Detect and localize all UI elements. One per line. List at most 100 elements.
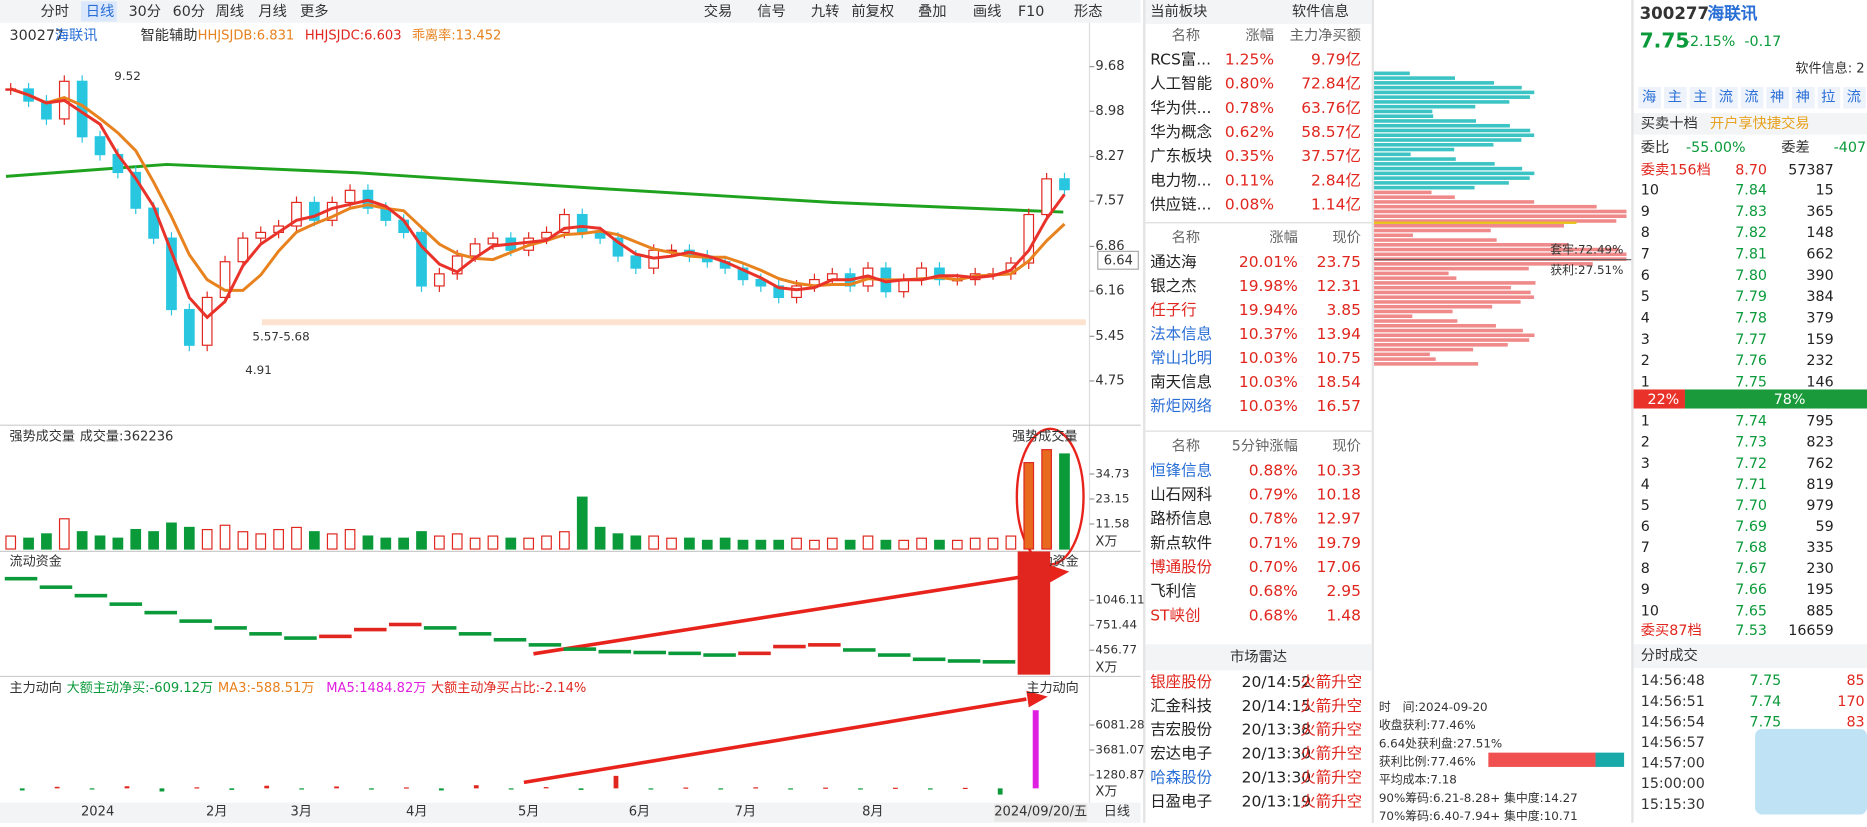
row-name[interactable]: 广东板块 — [1150, 147, 1212, 165]
radar-name[interactable]: 汇金科技 — [1150, 697, 1212, 715]
row-name[interactable]: 华为概念 — [1150, 122, 1212, 141]
tool-button[interactable]: F10 — [1018, 4, 1044, 20]
tool-button[interactable]: 交易 — [704, 2, 733, 20]
radar-name[interactable]: 吉宏股份 — [1150, 721, 1212, 739]
tool-button[interactable]: 画线 — [973, 3, 1002, 20]
radar-name[interactable]: 日盈电子 — [1150, 793, 1212, 811]
radar-name[interactable]: 银座股份 — [1150, 673, 1212, 691]
radar-name[interactable]: 哈森股份 — [1150, 769, 1212, 787]
quick-button[interactable]: 流 — [1744, 89, 1758, 106]
panel-title: 流动资金 — [10, 554, 62, 570]
flow-bar — [159, 788, 165, 792]
promo-link[interactable]: 开户享快捷交易 — [1710, 114, 1810, 132]
row-name[interactable]: 恒锋信息 — [1150, 461, 1212, 479]
book-volume: 195 — [1806, 582, 1833, 598]
row-name[interactable]: 电力物... — [1150, 171, 1211, 189]
tool-button[interactable]: 九转 — [811, 3, 840, 20]
tab[interactable]: 更多 — [300, 3, 329, 20]
volume-bar — [344, 528, 356, 550]
tab[interactable]: 日线 — [86, 3, 115, 20]
quick-button[interactable]: 流 — [1847, 89, 1861, 106]
row-name[interactable]: 通达海 — [1150, 253, 1196, 271]
radar-event: 火箭升空 — [1300, 696, 1362, 715]
chip-bar — [1374, 233, 1413, 238]
tool-button[interactable]: 前复权 — [851, 2, 894, 20]
quick-button[interactable]: 流 — [1719, 89, 1733, 106]
row-name[interactable]: 人工智能 — [1150, 75, 1212, 93]
row-name[interactable]: 供应链... — [1150, 195, 1211, 214]
book-volume: 819 — [1806, 477, 1833, 493]
book-price: 7.80 — [1735, 268, 1767, 284]
chip-bar — [1374, 281, 1536, 285]
volume-bar — [291, 526, 302, 550]
row-change: 0.79% — [1249, 485, 1298, 503]
volume-bar — [684, 537, 695, 550]
volume-bar — [969, 537, 981, 550]
row-name[interactable]: 飞利信 — [1150, 582, 1196, 600]
flow-step — [179, 619, 212, 623]
quick-button[interactable]: 海 — [1642, 89, 1656, 106]
row-name[interactable]: RCS富... — [1150, 51, 1211, 69]
row-value: 19.79 — [1317, 534, 1361, 552]
row-name[interactable]: 路桥信息 — [1150, 510, 1212, 528]
flow-step — [109, 602, 143, 606]
volume-bar — [934, 539, 945, 550]
row-name[interactable]: 山石网科 — [1150, 485, 1212, 503]
row-name[interactable]: 常山北明 — [1150, 349, 1212, 367]
book-volume: 57387 — [1788, 162, 1833, 178]
row-name[interactable]: 新炬网络 — [1150, 397, 1212, 415]
volume-bar — [826, 537, 838, 550]
row-name[interactable]: 新点软件 — [1150, 534, 1212, 552]
row-name[interactable]: 华为供... — [1150, 99, 1211, 117]
chip-bar — [1374, 228, 1491, 233]
row-value: 1.14亿 — [1311, 196, 1361, 214]
tool-button[interactable]: 形态 — [1074, 3, 1103, 20]
radar-event: 火箭升空 — [1300, 744, 1362, 763]
chip-bar — [1374, 247, 1620, 252]
ma-line — [10, 87, 1066, 292]
chip-bar — [1374, 209, 1627, 214]
quote-code: 300277 — [1640, 4, 1710, 23]
volume-bar — [434, 535, 445, 550]
tab[interactable]: 分时 — [40, 3, 69, 20]
book-level: 4 — [1641, 477, 1650, 493]
radar-time: 20/14:15 — [1242, 697, 1311, 715]
tab[interactable]: 月线 — [258, 3, 287, 20]
row-name[interactable]: 任子行 — [1150, 301, 1196, 319]
row-name[interactable]: 法本信息 — [1150, 325, 1212, 343]
panel-title: 强势成交量 — [10, 428, 75, 445]
long-ma — [5, 162, 1064, 214]
tool-button[interactable]: 信号 — [757, 3, 786, 20]
row-name[interactable]: 博通股份 — [1150, 558, 1212, 576]
volume-bar — [701, 539, 713, 550]
quick-button[interactable]: 拉 — [1821, 89, 1835, 106]
row-name[interactable]: ST峡创 — [1150, 606, 1200, 624]
y-tick-label: 34.73 — [1095, 467, 1129, 481]
row-name[interactable]: 南天信息 — [1150, 373, 1212, 391]
flow-step — [144, 610, 178, 615]
flow-step — [668, 651, 701, 656]
quick-button[interactable]: 主 — [1668, 89, 1682, 106]
volume-label: 成交量:362236 — [80, 428, 174, 445]
quick-button[interactable]: 主 — [1693, 89, 1707, 106]
flow-bar — [788, 788, 793, 790]
link[interactable]: 软件信息 — [1292, 3, 1349, 20]
row-value: 17.06 — [1317, 558, 1361, 576]
tab[interactable]: 周线 — [216, 3, 245, 20]
tab[interactable]: 60分 — [173, 3, 205, 20]
radar-name[interactable]: 宏达电子 — [1150, 745, 1212, 763]
flow-bar — [753, 787, 759, 789]
candle — [451, 255, 463, 275]
quick-button[interactable]: 神 — [1796, 89, 1810, 106]
quick-button[interactable]: 神 — [1770, 89, 1784, 106]
tool-button[interactable]: 叠加 — [918, 3, 947, 20]
assist-toggle[interactable]: 智能辅助 — [141, 27, 198, 44]
chip-bar — [1374, 204, 1597, 209]
ad-widget[interactable] — [1755, 728, 1867, 815]
row-name[interactable]: 银之杰 — [1150, 277, 1196, 295]
tab[interactable]: 30分 — [129, 3, 161, 20]
flow-bar — [194, 787, 200, 789]
chip-bar — [1374, 133, 1535, 138]
panel-title: 市场雷达 — [1230, 648, 1287, 665]
